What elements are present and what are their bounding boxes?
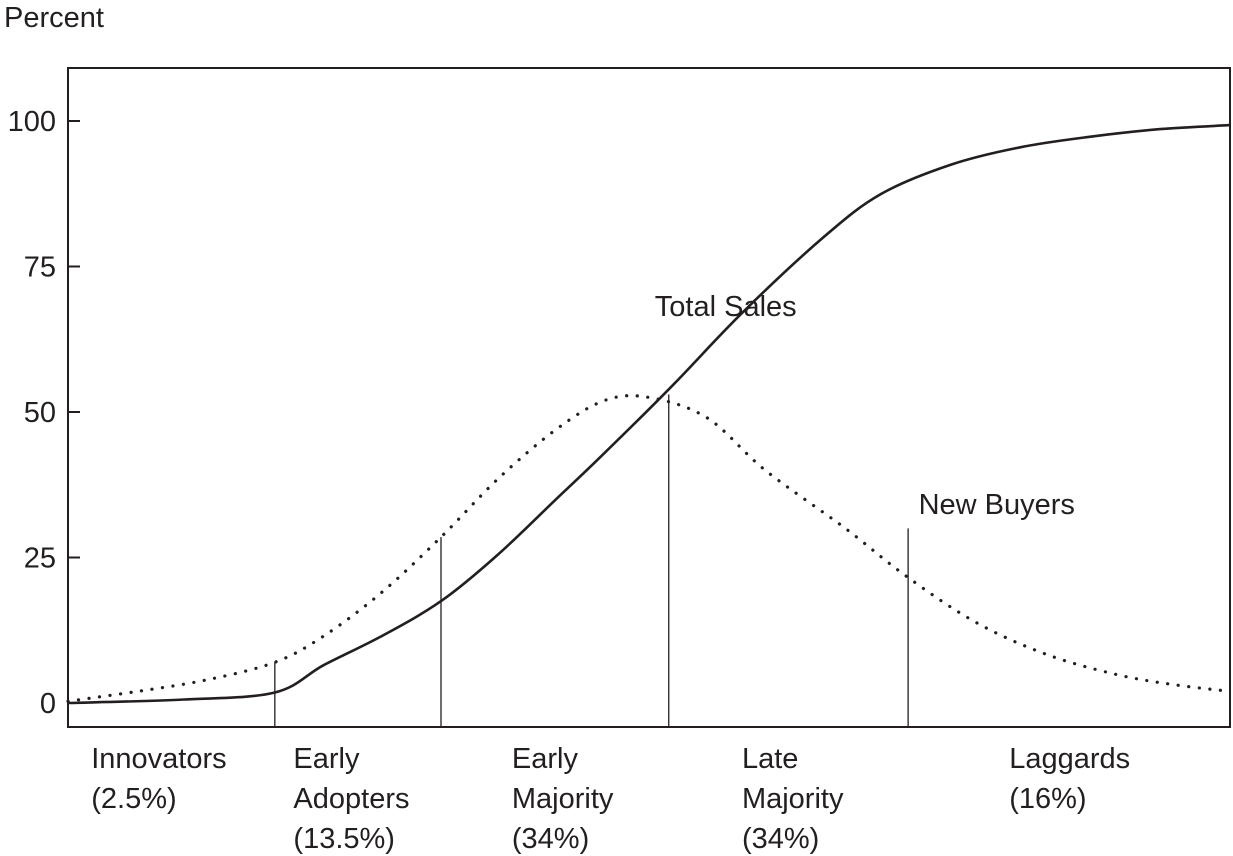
category-label-line: (34%) [742,823,819,855]
category-label-line: Late [742,743,798,775]
y-tick-label: 50 [24,397,56,429]
total-sales-line [67,123,1231,705]
category-label-line: (34%) [512,823,589,855]
category-label-line: (13.5%) [293,823,395,855]
series-lines [66,123,1232,705]
y-axis-ticks: 0 25 50 75 100 [8,106,80,720]
category-label: Innovators (2.5%) [91,743,226,815]
category-label-line: Innovators [91,743,226,775]
series-label: New Buyers [919,489,1075,521]
category-labels: Innovators(2.5%)EarlyAdopters(13.5%)Earl… [91,743,1130,855]
category-label-line: Early [293,743,360,775]
y-tick-label: 25 [24,543,56,575]
segment-boundaries [274,394,909,727]
category-label-line: Majority [512,783,614,815]
new-buyers-line [66,394,1232,703]
category-label-line: Early [512,743,579,775]
y-tick-label: 0 [40,688,56,720]
y-axis-title: Percent [4,2,104,34]
category-label-line: (16%) [1009,783,1086,815]
category-label-line: Laggards [1009,743,1130,775]
plot-frame [67,67,1231,728]
category-label: Late Majority (34%) [742,743,844,855]
category-label: Early Majority (34%) [512,743,614,855]
category-label: Early Adopters (13.5%) [293,743,409,855]
category-label-line: Majority [742,783,844,815]
y-tick-label: 75 [24,252,56,284]
series-label: Total Sales [655,291,797,323]
series-labels: Total Sales New Buyers [655,291,1075,521]
category-label: Laggards (16%) [1009,743,1130,815]
category-label-line: (2.5%) [91,783,176,815]
category-label-line: Adopters [293,783,409,815]
y-tick-label: 100 [8,106,56,138]
